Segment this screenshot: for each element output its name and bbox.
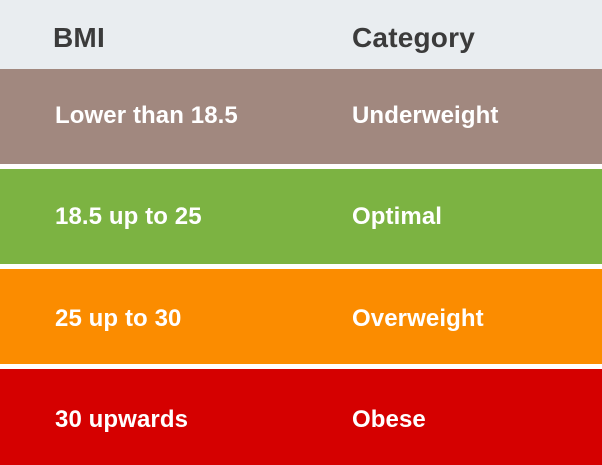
row-category: Underweight bbox=[352, 102, 499, 129]
row-category: Obese bbox=[352, 406, 426, 433]
row-bmi-range: 25 up to 30 bbox=[55, 305, 182, 332]
row-category: Overweight bbox=[352, 305, 484, 332]
header-bmi: BMI bbox=[53, 22, 105, 53]
row-bmi-range: 30 upwards bbox=[55, 406, 189, 433]
table-header: BMI Category bbox=[0, 0, 602, 69]
table-row-obese: 30 upwards Obese bbox=[0, 369, 602, 465]
header-category: Category bbox=[352, 22, 475, 53]
row-bmi-range: Lower than 18.5 bbox=[55, 102, 238, 129]
table-row-overweight: 25 up to 30 Overweight bbox=[0, 269, 602, 364]
table-row-underweight: Lower than 18.5 Underweight bbox=[0, 69, 602, 164]
table-row-optimal: 18.5 up to 25 Optimal bbox=[0, 169, 602, 264]
row-category: Optimal bbox=[352, 203, 443, 230]
row-bmi-range: 18.5 up to 25 bbox=[55, 203, 202, 230]
